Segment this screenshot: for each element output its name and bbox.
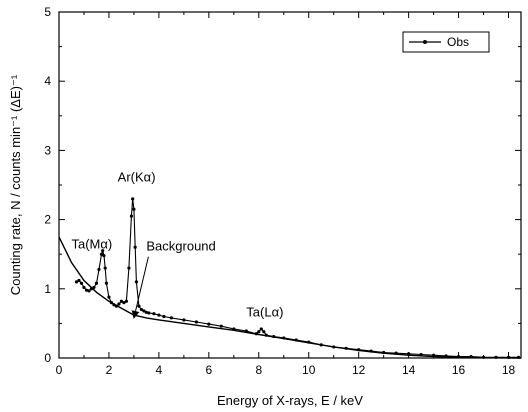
annotation-arrow xyxy=(131,256,149,319)
data-point xyxy=(207,322,211,326)
data-point xyxy=(77,278,81,283)
x-tick-label: 12 xyxy=(352,363,366,377)
obs-series-line xyxy=(76,198,519,358)
data-point xyxy=(104,281,109,285)
background-series-line xyxy=(58,236,522,359)
annotation-label: Ar(Kα) xyxy=(118,170,156,185)
data-point xyxy=(133,245,137,249)
legend-box xyxy=(402,31,490,53)
data-point xyxy=(122,301,126,305)
data-point xyxy=(94,281,99,285)
annotation-label: Background xyxy=(146,239,215,254)
legend-marker xyxy=(423,40,427,44)
data-point xyxy=(87,289,91,293)
data-point xyxy=(74,280,79,284)
data-point xyxy=(219,324,223,328)
y-tick-label: 5 xyxy=(44,5,51,19)
data-point xyxy=(169,316,173,320)
x-tick-label: 14 xyxy=(402,363,416,377)
annotation-label: Ta(Lα) xyxy=(246,304,283,319)
data-point xyxy=(259,327,263,331)
data-point xyxy=(99,252,104,256)
x-tick-label: 6 xyxy=(205,363,212,377)
legend: Obs xyxy=(402,31,490,53)
y-axis-label: Counting rate, N / counts min⁻¹ (ΔE)⁻¹ xyxy=(8,74,23,295)
x-axis-label: Energy of X-rays, E / keV xyxy=(217,393,363,408)
legend-label: Obs xyxy=(447,35,469,49)
data-point xyxy=(137,304,141,308)
data-point xyxy=(102,253,106,258)
data-point xyxy=(117,302,121,306)
data-point xyxy=(131,197,135,201)
data-point xyxy=(142,309,146,313)
data-point xyxy=(182,318,186,322)
x-tick-label: 0 xyxy=(56,363,63,377)
annotation-label: Ta(Mα) xyxy=(71,237,112,252)
data-point xyxy=(124,299,129,303)
data-point xyxy=(144,310,149,314)
data-point xyxy=(132,207,136,211)
x-tick-label: 16 xyxy=(452,363,466,377)
y-tick-label: 4 xyxy=(44,74,51,88)
plot-border xyxy=(58,11,522,359)
data-point xyxy=(134,280,139,284)
data-point xyxy=(101,249,105,253)
data-point xyxy=(84,288,89,292)
annotations: Ta(Mα) Ar(Kα) Background Ta(Lα) xyxy=(71,170,283,320)
data-point xyxy=(152,312,156,316)
x-tick-label: 4 xyxy=(156,363,163,377)
y-tick-label: 0 xyxy=(44,351,51,365)
y-tick-label: 3 xyxy=(44,143,51,157)
x-tick-label: 2 xyxy=(106,363,113,377)
y-tick-label: 2 xyxy=(44,213,51,227)
plot-area xyxy=(58,11,522,359)
data-point xyxy=(162,314,166,319)
data-point xyxy=(147,311,151,315)
data-point xyxy=(139,307,144,312)
series-layer xyxy=(58,197,522,359)
y-tick-label: 1 xyxy=(44,282,51,296)
data-point xyxy=(157,313,161,317)
data-point xyxy=(262,330,266,334)
data-point xyxy=(119,299,124,303)
data-point xyxy=(129,214,134,218)
data-point xyxy=(97,267,101,272)
data-point xyxy=(107,295,111,299)
x-tick-label: 18 xyxy=(502,363,516,377)
data-point xyxy=(103,266,107,270)
data-point xyxy=(194,320,198,324)
data-point xyxy=(257,330,261,334)
x-tick-label: 10 xyxy=(302,363,316,377)
data-point xyxy=(79,281,84,285)
data-point xyxy=(127,266,131,270)
data-point xyxy=(82,285,86,290)
x-tick-label: 8 xyxy=(255,363,262,377)
